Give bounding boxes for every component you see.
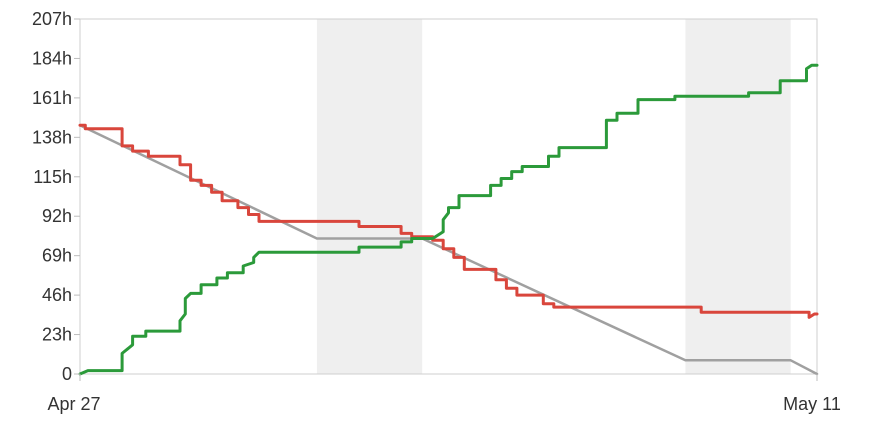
y-tick-label: 23h (42, 325, 72, 345)
completed-line (78, 63, 819, 376)
x-axis: Apr 27 May 11 (47, 374, 841, 414)
y-tick-label: 184h (32, 48, 72, 68)
x-tick-label-end: May 11 (783, 394, 841, 414)
y-tick-label: 69h (42, 246, 72, 266)
y-tick-label: 115h (33, 167, 72, 187)
y-tick-label: 207h (32, 9, 72, 29)
weekend-band-2 (685, 19, 791, 374)
remaining-line (78, 123, 819, 319)
x-tick-label-start: Apr 27 (47, 394, 100, 414)
y-tick-label: 92h (42, 206, 72, 226)
y-axis: 0 23h 46h 69h 92h 115h 138h 161h 184h 207h (32, 9, 80, 384)
y-tick-label: 161h (32, 88, 72, 108)
series-layer (78, 63, 819, 376)
plot-frame (79, 18, 818, 375)
weekend-band-1 (316, 19, 423, 374)
y-tick-label: 138h (32, 127, 72, 147)
ideal-line (78, 124, 819, 376)
y-tick-label: 46h (42, 285, 72, 305)
y-tick-label: 0 (62, 364, 72, 384)
weekend-bands (316, 19, 791, 374)
